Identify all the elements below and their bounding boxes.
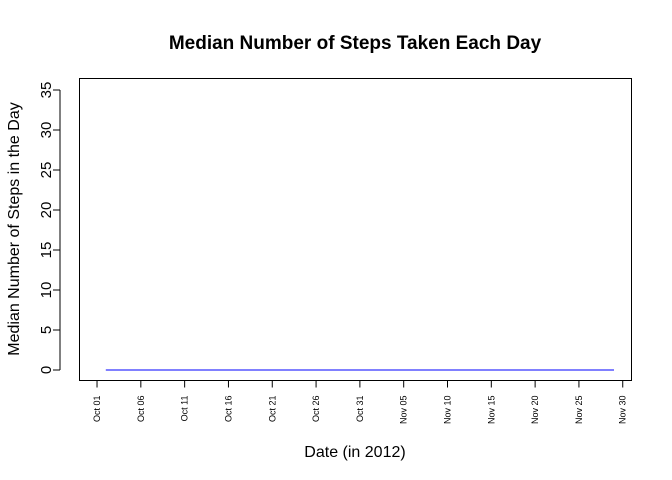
x-tick-label: Oct 01 — [92, 396, 102, 423]
y-tick-label: 15 — [38, 242, 55, 259]
y-axis: 0 5 10 15 20 25 30 35 — [38, 82, 61, 374]
x-tick-label: Oct 21 — [267, 396, 277, 423]
plot-frame — [79, 78, 632, 381]
x-tick-label: Nov 15 — [486, 396, 496, 425]
x-axis: Oct 01 Oct 06 Oct 11 Oct 16 Oct 21 Oct 26 Oct … — [92, 380, 628, 425]
x-tick-label: Nov 05 — [399, 396, 409, 425]
y-tick-label: 30 — [38, 122, 55, 139]
x-tick-label: Oct 31 — [355, 396, 365, 423]
x-tick-label: Oct 16 — [223, 396, 233, 423]
chart-title: Median Number of Steps Taken Each Day — [169, 33, 542, 54]
y-tick-label: 20 — [38, 202, 55, 219]
x-axis-label: Date (in 2012) — [304, 444, 405, 461]
x-tick-label: Oct 06 — [136, 396, 146, 423]
x-tick-label: Nov 10 — [443, 396, 453, 425]
y-tick-label: 25 — [38, 162, 55, 179]
x-tick-label: Oct 26 — [311, 396, 321, 423]
y-tick-label: 35 — [38, 82, 55, 99]
x-tick-label: Nov 30 — [618, 396, 628, 425]
y-tick-label: 10 — [38, 282, 55, 299]
x-tick-label: Oct 11 — [180, 396, 190, 422]
x-tick-label: Nov 25 — [574, 396, 584, 425]
y-tick-label: 5 — [38, 326, 55, 334]
y-tick-label: 0 — [38, 366, 55, 374]
x-tick-label: Nov 20 — [530, 396, 540, 425]
y-axis-label: Median Number of Steps in the Day — [6, 102, 23, 355]
